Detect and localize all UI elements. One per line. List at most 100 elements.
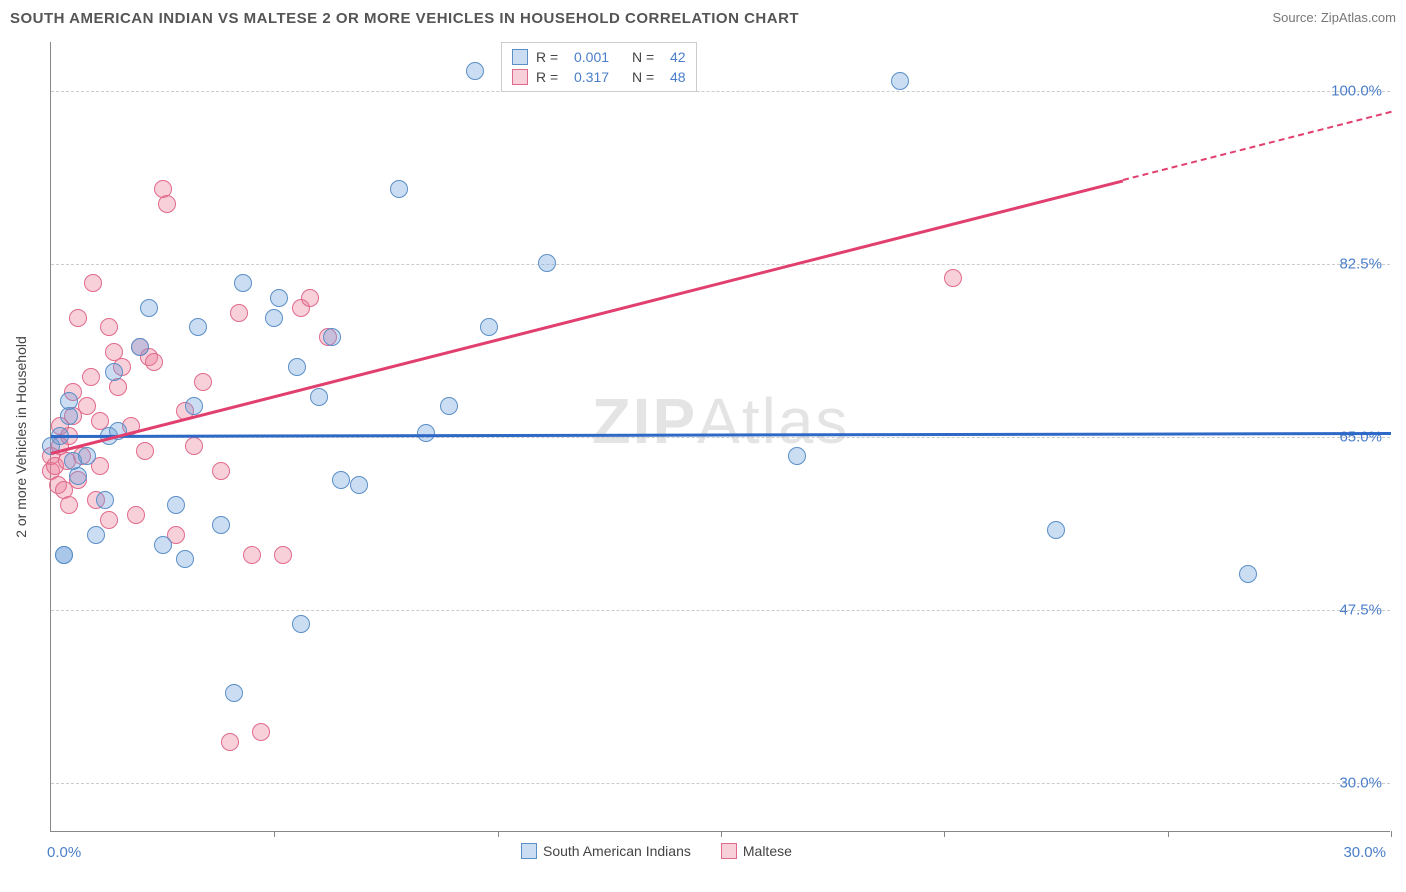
swatch-series-2 — [721, 843, 737, 859]
stats-row-2: R = 0.317 N = 48 — [512, 67, 686, 87]
data-point — [167, 496, 185, 514]
watermark-bold: ZIP — [592, 385, 698, 457]
n-value-1: 42 — [670, 49, 686, 65]
data-point — [1047, 521, 1065, 539]
source-value: ZipAtlas.com — [1321, 10, 1396, 25]
data-point — [417, 424, 435, 442]
data-point — [270, 289, 288, 307]
data-point — [69, 467, 87, 485]
data-point — [944, 269, 962, 287]
data-point — [288, 358, 306, 376]
x-tick — [1391, 831, 1392, 837]
data-point — [127, 506, 145, 524]
data-point — [212, 462, 230, 480]
stats-row-1: R = 0.001 N = 42 — [512, 47, 686, 67]
watermark-light: Atlas — [697, 385, 849, 457]
data-point — [136, 442, 154, 460]
y-tick-label: 47.5% — [1339, 601, 1382, 618]
gridline — [51, 610, 1390, 611]
data-point — [189, 318, 207, 336]
data-point — [185, 397, 203, 415]
r-label: R = — [536, 69, 566, 85]
x-tick — [1168, 831, 1169, 837]
data-point — [55, 546, 73, 564]
data-point — [131, 338, 149, 356]
data-point — [60, 392, 78, 410]
data-point — [234, 274, 252, 292]
data-point — [82, 368, 100, 386]
data-point — [176, 550, 194, 568]
data-point — [788, 447, 806, 465]
scatter-chart: 2 or more Vehicles in Household ZIPAtlas… — [50, 42, 1390, 832]
data-point — [221, 733, 239, 751]
data-point — [332, 471, 350, 489]
watermark: ZIPAtlas — [592, 384, 850, 458]
n-value-2: 48 — [670, 69, 686, 85]
y-tick-label: 100.0% — [1331, 83, 1382, 100]
stats-legend: R = 0.001 N = 42 R = 0.317 N = 48 — [501, 42, 697, 92]
swatch-series-1 — [521, 843, 537, 859]
data-point — [96, 491, 114, 509]
y-tick-label: 30.0% — [1339, 774, 1382, 791]
data-point — [100, 318, 118, 336]
series-legend: South American Indians Maltese — [521, 843, 792, 859]
source-citation: Source: ZipAtlas.com — [1272, 10, 1396, 25]
data-point — [274, 546, 292, 564]
data-point — [265, 309, 283, 327]
n-label: N = — [632, 69, 662, 85]
x-tick — [944, 831, 945, 837]
data-point — [154, 536, 172, 554]
y-axis-label: 2 or more Vehicles in Household — [13, 336, 29, 538]
data-point — [1239, 565, 1257, 583]
data-point — [105, 343, 123, 361]
data-point — [194, 373, 212, 391]
gridline — [51, 437, 1390, 438]
data-point — [243, 546, 261, 564]
legend-label-1: South American Indians — [543, 843, 691, 859]
data-point — [100, 511, 118, 529]
trend-line — [1123, 111, 1391, 181]
r-value-2: 0.317 — [574, 69, 624, 85]
data-point — [69, 309, 87, 327]
data-point — [252, 723, 270, 741]
r-value-1: 0.001 — [574, 49, 624, 65]
data-point — [87, 526, 105, 544]
data-point — [390, 180, 408, 198]
data-point — [480, 318, 498, 336]
chart-title: SOUTH AMERICAN INDIAN VS MALTESE 2 OR MO… — [10, 10, 799, 27]
data-point — [105, 363, 123, 381]
data-point — [212, 516, 230, 534]
data-point — [78, 447, 96, 465]
y-tick-label: 65.0% — [1339, 429, 1382, 446]
data-point — [145, 353, 163, 371]
x-tick — [498, 831, 499, 837]
trend-line — [51, 179, 1124, 454]
x-tick — [274, 831, 275, 837]
data-point — [466, 62, 484, 80]
data-point — [292, 615, 310, 633]
source-label: Source: — [1272, 10, 1320, 25]
data-point — [323, 328, 341, 346]
data-point — [158, 195, 176, 213]
data-point — [310, 388, 328, 406]
gridline — [51, 264, 1390, 265]
data-point — [60, 496, 78, 514]
swatch-series-2 — [512, 69, 528, 85]
legend-item-1: South American Indians — [521, 843, 691, 859]
data-point — [350, 476, 368, 494]
data-point — [185, 437, 203, 455]
x-max-label: 30.0% — [1343, 844, 1386, 861]
legend-label-2: Maltese — [743, 843, 792, 859]
data-point — [84, 274, 102, 292]
data-point — [440, 397, 458, 415]
data-point — [891, 72, 909, 90]
swatch-series-1 — [512, 49, 528, 65]
x-tick — [721, 831, 722, 837]
data-point — [230, 304, 248, 322]
x-min-label: 0.0% — [47, 844, 81, 861]
y-tick-label: 82.5% — [1339, 256, 1382, 273]
data-point — [78, 397, 96, 415]
data-point — [225, 684, 243, 702]
r-label: R = — [536, 49, 566, 65]
n-label: N = — [632, 49, 662, 65]
